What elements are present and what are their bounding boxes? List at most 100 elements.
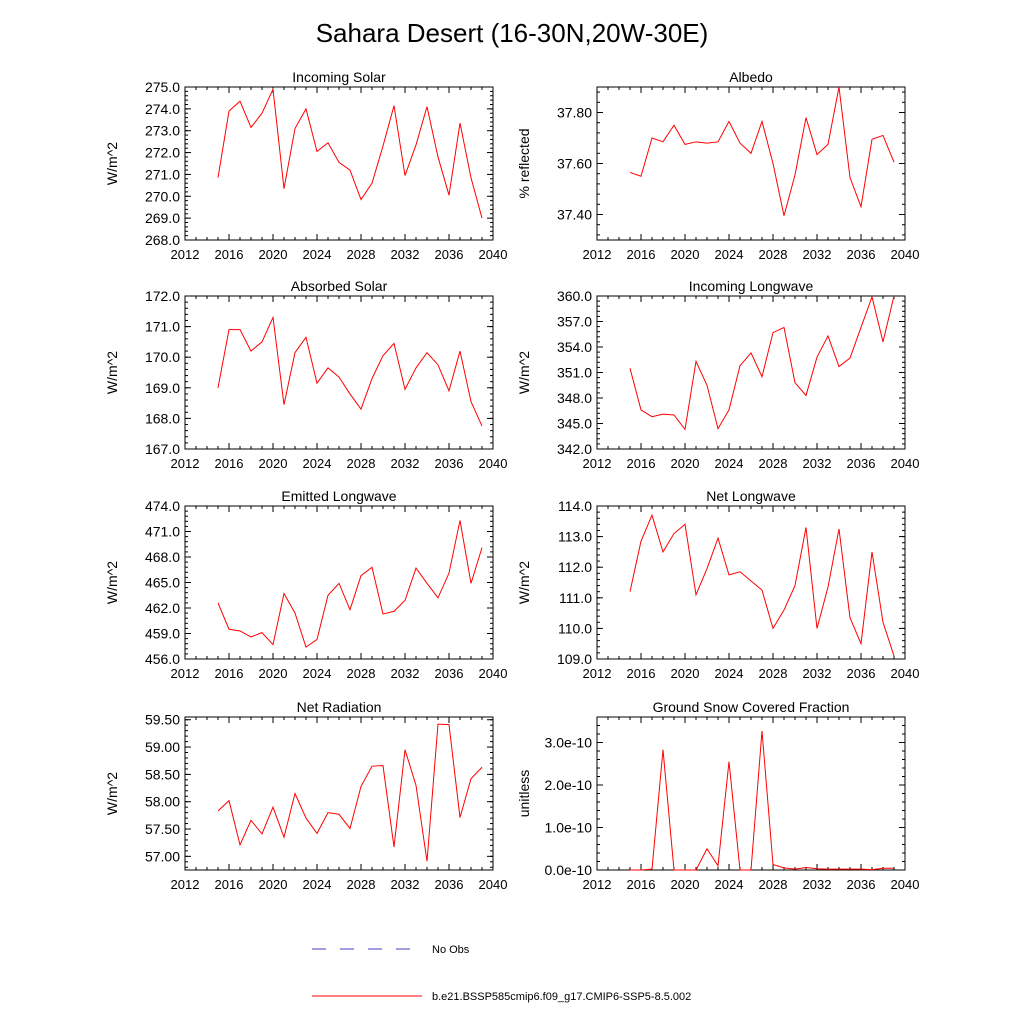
x-tick-label: 2032 [803, 247, 832, 262]
panel-title: Ground Snow Covered Fraction [653, 699, 850, 715]
series-line [630, 730, 894, 871]
legend-label-no-obs: No Obs [432, 944, 470, 956]
y-tick-label: 167.0 [145, 441, 180, 457]
y-tick-label: 58.50 [145, 766, 180, 782]
x-tick-label: 2040 [479, 456, 508, 471]
x-tick-label: 2012 [583, 456, 612, 471]
y-tick-label: 168.0 [145, 410, 180, 426]
legend-entry-no-obs: No Obs [312, 944, 470, 956]
x-tick-label: 2040 [891, 456, 920, 471]
x-tick-label: 2012 [171, 456, 200, 471]
y-tick-label: 474.0 [145, 498, 180, 514]
plot-frame [184, 505, 494, 660]
plot-frame [596, 295, 906, 450]
x-tick-label: 2020 [671, 877, 700, 892]
y-tick-label: 274.0 [145, 101, 180, 117]
y-tick-label: 0.0e-10 [545, 862, 593, 878]
y-axis-label: W/m^2 [104, 772, 120, 815]
x-tick-label: 2024 [715, 247, 744, 262]
x-tick-label: 2020 [259, 666, 288, 681]
x-tick-label: 2032 [391, 456, 420, 471]
x-tick-label: 2040 [891, 877, 920, 892]
x-tick-label: 2028 [759, 877, 788, 892]
y-tick-label: 456.0 [145, 651, 180, 667]
panel-ground-snow-covered-fraction: Ground Snow Covered Fraction unitless 2012… [516, 699, 919, 892]
y-tick-label: 271.0 [145, 166, 180, 182]
x-tick-label: 2020 [259, 456, 288, 471]
x-tick-label: 2028 [347, 666, 376, 681]
y-tick-label: 270.0 [145, 188, 180, 204]
y-tick-label: 275.0 [145, 79, 180, 95]
x-tick-label: 2036 [847, 877, 876, 892]
x-tick-label: 2020 [259, 877, 288, 892]
x-tick-label: 2032 [803, 877, 832, 892]
plot-frame [184, 86, 494, 241]
x-tick-label: 2040 [479, 247, 508, 262]
y-tick-label: 273.0 [145, 123, 180, 139]
x-tick-label: 2040 [479, 666, 508, 681]
x-tick-label: 2012 [583, 666, 612, 681]
x-tick-label: 2028 [347, 877, 376, 892]
y-tick-label: 465.0 [145, 575, 180, 591]
y-tick-label: 113.0 [558, 529, 592, 545]
x-tick-label: 2012 [171, 877, 200, 892]
y-tick-label: 357.0 [557, 314, 592, 330]
plot-frame [596, 716, 906, 871]
x-tick-label: 2024 [303, 877, 332, 892]
x-tick-label: 2028 [347, 247, 376, 262]
panel-albedo: Albedo % reflected 2012 2016 2020 2024 2028 203… [516, 69, 919, 262]
panel-emitted-longwave: Emitted Longwave W/m^2 2012 2016 2020 2024 202… [104, 488, 507, 681]
y-tick-label: 2.0e-10 [545, 777, 593, 793]
y-tick-label: 172.0 [145, 288, 180, 304]
y-tick-label: 57.00 [145, 848, 180, 864]
y-tick-label: 171.0 [145, 319, 180, 335]
panel-title: Incoming Longwave [689, 278, 814, 294]
x-tick-label: 2032 [391, 666, 420, 681]
x-tick-label: 2028 [759, 456, 788, 471]
x-tick-label: 2032 [803, 456, 832, 471]
x-tick-label: 2040 [891, 666, 920, 681]
y-axis-label: % reflected [516, 128, 532, 198]
x-tick-label: 2024 [715, 877, 744, 892]
x-tick-label: 2036 [435, 666, 464, 681]
x-tick-label: 2016 [627, 666, 656, 681]
y-tick-label: 110.0 [558, 620, 592, 636]
y-tick-label: 37.60 [557, 156, 592, 172]
y-tick-label: 1.0e-10 [545, 820, 593, 836]
panel-grid: Incoming Solar W/m^2 2012 2016 2020 2024 2028 2… [104, 69, 919, 892]
y-axis-label: W/m^2 [516, 351, 532, 394]
x-tick-label: 2016 [627, 247, 656, 262]
x-tick-label: 2016 [627, 456, 656, 471]
x-tick-label: 2012 [583, 247, 612, 262]
panel-title: Incoming Solar [292, 69, 386, 85]
legend: No Obs b.e21.BSSP585cmip6.f09_g17.CMIP6-… [312, 944, 691, 1003]
x-tick-label: 2036 [435, 877, 464, 892]
x-tick-label: 2016 [627, 877, 656, 892]
y-tick-label: 57.50 [145, 821, 180, 837]
series-line [629, 86, 895, 216]
y-axis-label: W/m^2 [516, 561, 532, 604]
x-tick-label: 2028 [759, 247, 788, 262]
y-tick-label: 58.00 [145, 794, 180, 810]
y-tick-label: 351.0 [557, 365, 592, 381]
y-tick-label: 269.0 [145, 210, 180, 226]
y-tick-label: 3.0e-10 [545, 735, 593, 751]
panel-net-radiation: Net Radiation W/m^2 2012 2016 2020 2024 2028 20… [104, 699, 507, 892]
panel-absorbed-solar: Absorbed Solar W/m^2 2012 2016 2020 2024 2028 2… [104, 278, 507, 471]
x-tick-label: 2012 [171, 247, 200, 262]
y-tick-label: 272.0 [145, 145, 180, 161]
x-tick-label: 2032 [391, 877, 420, 892]
y-tick-label: 59.00 [145, 739, 180, 755]
figure-title: Sahara Desert (16-30N,20W-30E) [316, 18, 709, 48]
x-tick-label: 2036 [435, 456, 464, 471]
x-tick-label: 2020 [671, 456, 700, 471]
panel-title: Absorbed Solar [291, 278, 388, 294]
x-tick-label: 2020 [259, 247, 288, 262]
x-tick-label: 2036 [847, 247, 876, 262]
y-tick-label: 345.0 [557, 416, 592, 432]
y-tick-label: 459.0 [145, 626, 180, 642]
y-tick-label: 348.0 [557, 390, 592, 406]
x-tick-label: 2036 [435, 247, 464, 262]
y-tick-label: 471.0 [145, 524, 180, 540]
